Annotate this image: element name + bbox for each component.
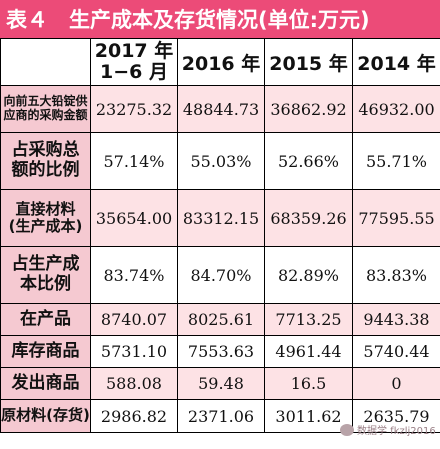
header-2017h1-line2: 1−6 月 [100,61,168,83]
table-cell: 84.70% [177,246,265,304]
header-2017h1: 2017 年 1−6 月 [90,38,178,86]
table-cell: 36862.92 [264,85,353,133]
row-label: 直接材料 (生产成本) [0,189,91,247]
table-cell: 8740.07 [90,303,178,336]
table-cell: 588.08 [90,367,178,400]
table-row: 原材料(存货) 2986.82 2371.06 3011.62 2635.79 [0,399,440,433]
row-label: 在产品 [0,303,91,336]
table-row: 发出商品 588.08 59.48 16.5 0 [0,367,440,400]
table-cell: 4961.44 [264,335,353,368]
table-cell: 68359.26 [264,189,353,247]
table-cell: 55.03% [177,132,265,190]
table-cell: 2371.06 [177,399,265,433]
table-cell: 83.74% [90,246,178,304]
header-corner [0,38,91,86]
table-cell: 83312.15 [177,189,265,247]
table-cell: 5731.10 [90,335,178,368]
table-cell: 46932.00 [352,85,440,133]
table-cell: 35654.00 [90,189,178,247]
row-label: 原材料(存货) [0,399,91,433]
header-2017h1-line1: 2017 年 [94,40,174,63]
header-2015: 2015 年 [264,38,353,86]
table-row: 占生产成 本比例 83.74% 84.70% 82.89% 83.83% [0,246,440,304]
table-row: 库存商品 5731.10 7553.63 4961.44 5740.44 [0,335,440,368]
table-title-bar: 表４ 生产成本及存货情况(单位:万元) [0,0,440,38]
table-cell: 7713.25 [264,303,353,336]
table-cell: 55.71% [352,132,440,190]
table-cell: 48844.73 [177,85,265,133]
table-cell: 2635.79 [352,399,440,433]
header-2016: 2016 年 [177,38,265,86]
table-cell: 59.48 [177,367,265,400]
table-cell: 57.14% [90,132,178,190]
table-cell: 16.5 [264,367,353,400]
chat-bubble-icon [340,423,354,436]
table-cell: 77595.55 [352,189,440,247]
data-table: 2017 年 1−6 月 2016 年 2015 年 2014 年 向前五大铅锭… [0,38,440,433]
table-cell: 83.83% [352,246,440,304]
table-cell: 7553.63 [177,335,265,368]
table-row: 向前五大铅锭供 应商的采购金额 23275.32 48844.73 36862.… [0,85,440,133]
row-label: 占采购总 额的比例 [0,132,91,190]
table-row: 占采购总 额的比例 57.14% 55.03% 52.66% 55.71% [0,132,440,190]
table-cell: 23275.32 [90,85,178,133]
row-label: 向前五大铅锭供 应商的采购金额 [0,85,91,133]
header-row: 2017 年 1−6 月 2016 年 2015 年 2014 年 [0,38,440,86]
watermark: 数据学 fkzlj2016 [340,422,436,437]
table-cell: 52.66% [264,132,353,190]
table-row: 直接材料 (生产成本) 35654.00 83312.15 68359.26 7… [0,189,440,247]
row-label: 占生产成 本比例 [0,246,91,304]
table-row: 在产品 8740.07 8025.61 7713.25 9443.38 [0,303,440,336]
table-cell: 3011.62 [264,399,353,433]
row-label: 发出商品 [0,367,91,400]
table-title: 表４ 生产成本及存货情况(单位:万元) [6,8,370,32]
watermark-text: 数据学 fkzlj2016 [357,426,436,437]
table-cell: 82.89% [264,246,353,304]
table-cell: 5740.44 [352,335,440,368]
table-cell: 9443.38 [352,303,440,336]
row-label: 库存商品 [0,335,91,368]
table-cell: 0 [352,367,440,400]
table-cell: 8025.61 [177,303,265,336]
table-cell: 2986.82 [90,399,178,433]
header-2014: 2014 年 [352,38,440,86]
